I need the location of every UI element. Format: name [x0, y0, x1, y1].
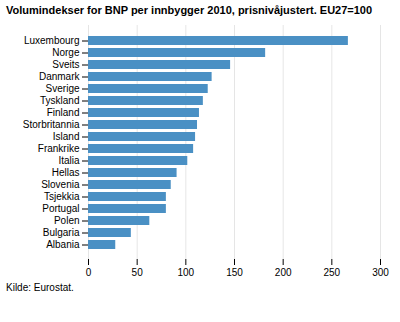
svg-text:0: 0 — [86, 267, 92, 278]
svg-text:200: 200 — [275, 267, 292, 278]
svg-text:Polen: Polen — [54, 215, 80, 226]
svg-text:Frankrike: Frankrike — [38, 143, 80, 154]
svg-text:Luxembourg: Luxembourg — [24, 35, 80, 46]
svg-text:Tyskland: Tyskland — [40, 95, 79, 106]
svg-text:Hellas: Hellas — [52, 167, 80, 178]
svg-text:Finland: Finland — [47, 107, 80, 118]
svg-text:Danmark: Danmark — [39, 71, 81, 82]
svg-text:Bulgaria: Bulgaria — [43, 227, 80, 238]
svg-text:Slovenia: Slovenia — [41, 179, 80, 190]
svg-text:Portugal: Portugal — [42, 203, 79, 214]
svg-text:250: 250 — [323, 267, 340, 278]
svg-text:150: 150 — [226, 267, 243, 278]
svg-text:Sveits: Sveits — [52, 59, 79, 70]
svg-text:Storbritannia: Storbritannia — [23, 119, 80, 130]
svg-text:Sverige: Sverige — [46, 83, 80, 94]
svg-text:Island: Island — [53, 131, 80, 142]
svg-text:Norge: Norge — [52, 47, 80, 58]
svg-text:Tsjekkia: Tsjekkia — [44, 191, 80, 202]
svg-text:Albania: Albania — [46, 239, 80, 250]
html-text:Volumindekser for BNP per innb: Volumindekser for BNP per innbygger 2010… — [6, 4, 373, 16]
svg-text:300: 300 — [372, 267, 389, 278]
svg-text:Italia: Italia — [58, 155, 80, 166]
svg-text:100: 100 — [177, 267, 194, 278]
svg-text:50: 50 — [132, 267, 144, 278]
html-text:Kilde: Eurostat.: Kilde: Eurostat. — [6, 282, 74, 293]
